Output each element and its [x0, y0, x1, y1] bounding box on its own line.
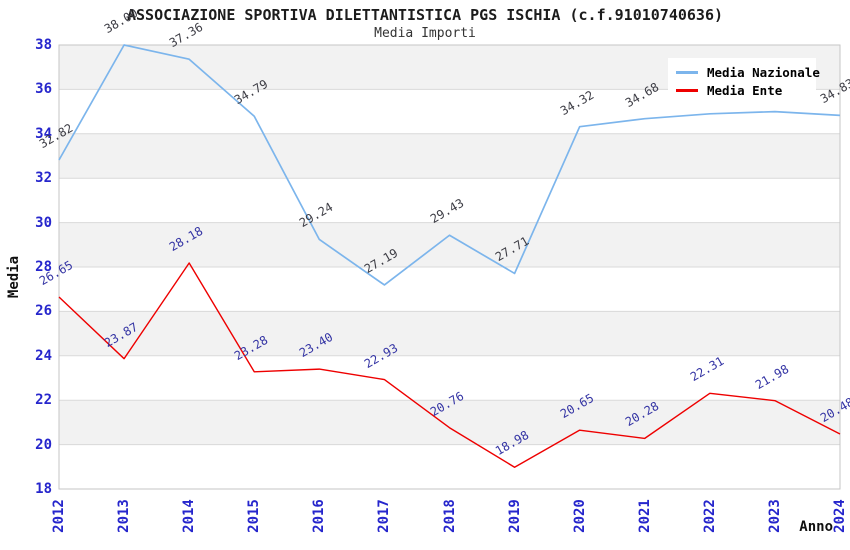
- y-tick-label: 20: [35, 436, 52, 453]
- legend-item-media-nazionale[interactable]: Media Nazionale: [676, 63, 820, 81]
- red-line-swatch-icon: [676, 88, 698, 92]
- y-tick-label: 30: [35, 214, 52, 231]
- plot-band: [59, 400, 840, 445]
- media-ente-line: [58, 262, 841, 468]
- plot-band: [59, 133, 840, 179]
- x-tick-label: 2020: [571, 499, 588, 533]
- x-tick-label: 2017: [376, 499, 393, 533]
- legend: Media Nazionale Media Ente: [668, 58, 820, 105]
- x-tick-label: 2018: [441, 499, 458, 533]
- y-tick-label: 34: [35, 125, 52, 142]
- x-tick-label: 2019: [506, 499, 523, 533]
- chart-title: ASSOCIAZIONE SPORTIVA DILETTANTISTICA PG…: [126, 6, 724, 24]
- chart-subtitle: Media Importi: [374, 26, 476, 41]
- x-tick-label: 2015: [246, 499, 263, 533]
- plot-border: [58, 44, 841, 490]
- x-tick-label: 2013: [116, 499, 133, 533]
- x-tick-label: 2012: [51, 499, 67, 533]
- y-tick-label: 22: [35, 392, 52, 409]
- legend-label-media-ente: Media Ente: [707, 82, 783, 98]
- y-tick-label: 28: [35, 259, 52, 275]
- x-tick-label: 2022: [701, 499, 718, 533]
- y-tick-label: 24: [35, 347, 52, 364]
- legend-label-media-nazionale: Media Nazionale: [707, 64, 820, 80]
- x-tick-label: 2021: [636, 499, 653, 533]
- plot-band: [59, 311, 840, 356]
- x-tick-label: 2023: [766, 499, 783, 533]
- y-tick-label: 32: [35, 170, 52, 187]
- x-axis-title: Anno: [799, 519, 833, 535]
- x-tick-label: 2014: [181, 499, 198, 533]
- y-tick-label: 36: [35, 81, 52, 98]
- y-tick-label: 38: [35, 37, 52, 53]
- y-tick-label: 18: [35, 481, 52, 497]
- x-tick-label: 2024: [832, 499, 848, 533]
- media-nazionale-line: [58, 44, 841, 286]
- y-tick-label: 26: [35, 303, 52, 320]
- legend-item-media-ente[interactable]: Media Ente: [676, 81, 808, 99]
- x-tick-label: 2016: [311, 499, 328, 533]
- blue-line-swatch-icon: [676, 70, 698, 74]
- plot-band: [59, 222, 840, 267]
- y-axis-title: Media: [6, 255, 22, 299]
